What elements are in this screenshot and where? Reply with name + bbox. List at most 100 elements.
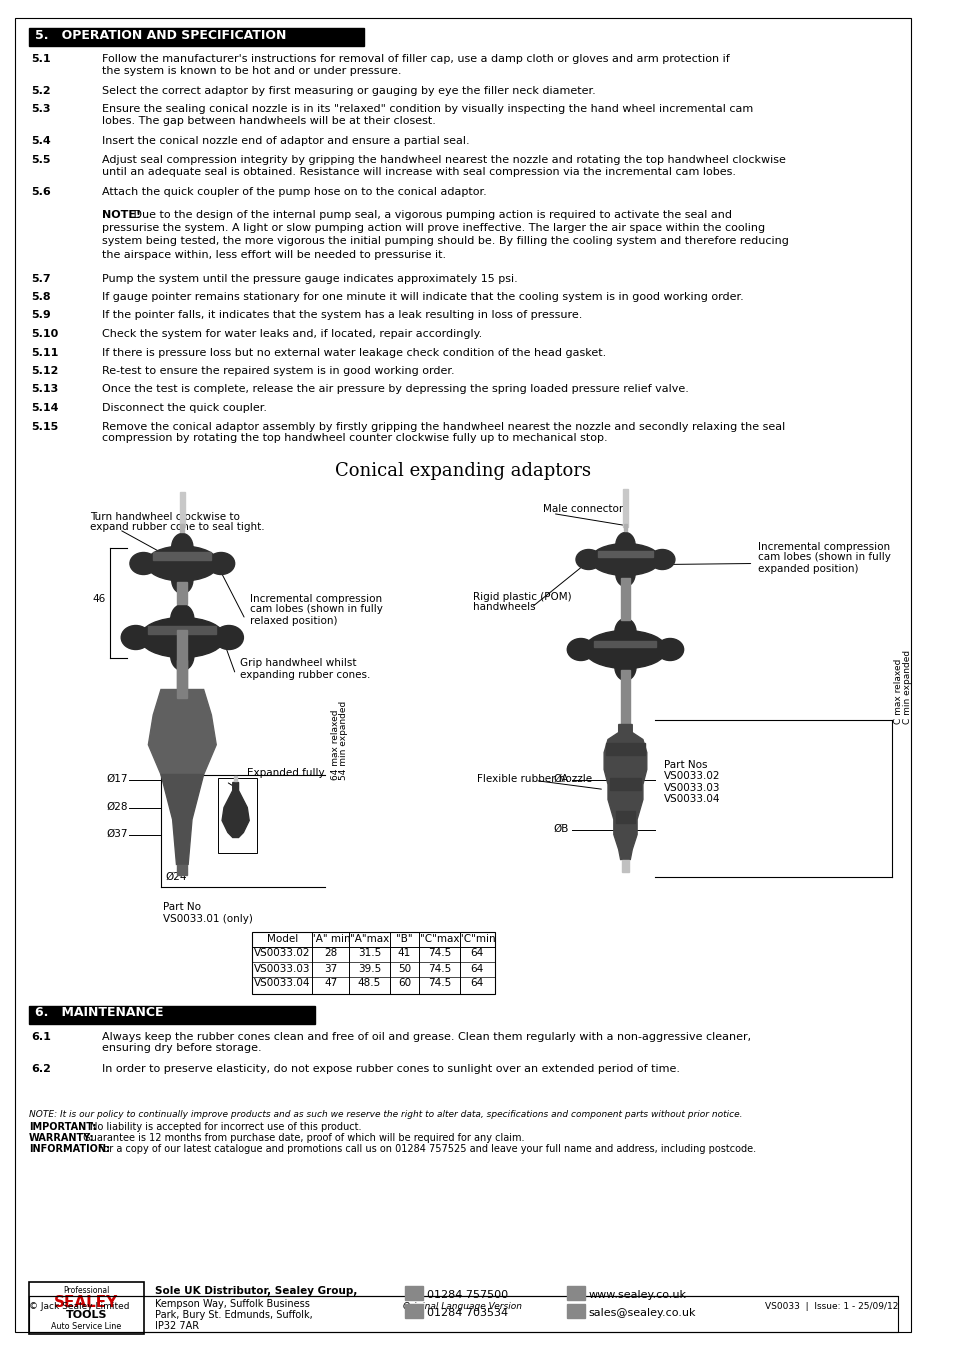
Text: expanded position): expanded position) xyxy=(758,563,858,574)
Ellipse shape xyxy=(649,549,674,570)
Ellipse shape xyxy=(171,605,193,634)
Text: 74.5: 74.5 xyxy=(427,979,451,988)
Text: 46: 46 xyxy=(92,594,106,603)
Text: "B": "B" xyxy=(395,933,413,944)
Bar xyxy=(623,524,626,531)
Text: 48.5: 48.5 xyxy=(357,979,380,988)
Text: Original Language Version: Original Language Version xyxy=(402,1301,521,1311)
Text: 5.7: 5.7 xyxy=(31,274,51,284)
Bar xyxy=(180,491,185,526)
Text: VS0033.03: VS0033.03 xyxy=(253,964,310,973)
Text: 5.15: 5.15 xyxy=(31,421,58,432)
Ellipse shape xyxy=(146,545,218,580)
Text: Attach the quick coupler of the pump hose on to the conical adaptor.: Attach the quick coupler of the pump hos… xyxy=(102,188,486,197)
Text: Kempson Way, Suffolk Business: Kempson Way, Suffolk Business xyxy=(155,1299,310,1310)
Text: Incremental compression: Incremental compression xyxy=(250,594,382,603)
Ellipse shape xyxy=(656,639,683,660)
Text: cam lobes (shown in fully: cam lobes (shown in fully xyxy=(758,552,890,563)
Polygon shape xyxy=(603,725,646,860)
Text: 74.5: 74.5 xyxy=(427,964,451,973)
Text: 74.5: 74.5 xyxy=(427,949,451,958)
Bar xyxy=(605,743,644,755)
Text: If gauge pointer remains stationary for one minute it will indicate that the coo: If gauge pointer remains stationary for … xyxy=(102,292,742,302)
Bar xyxy=(177,864,187,875)
Bar xyxy=(29,28,363,46)
Text: Check the system for water leaks and, if located, repair accordingly.: Check the system for water leaks and, if… xyxy=(102,329,481,339)
Bar xyxy=(567,1304,584,1318)
Ellipse shape xyxy=(172,533,193,562)
Text: Ensure the sealing conical nozzle is in its "relaxed" condition by visually insp: Ensure the sealing conical nozzle is in … xyxy=(102,104,752,126)
Bar xyxy=(153,552,212,559)
Text: INFORMATION:: INFORMATION: xyxy=(29,1143,110,1154)
Text: 5.13: 5.13 xyxy=(31,385,58,394)
Text: "A"max: "A"max xyxy=(350,933,389,944)
Bar xyxy=(177,630,187,698)
Ellipse shape xyxy=(590,544,659,575)
Text: Ø37: Ø37 xyxy=(107,829,128,838)
Text: NOTE!: NOTE! xyxy=(102,209,141,220)
Text: For a copy of our latest catalogue and promotions call us on 01284 757525 and le: For a copy of our latest catalogue and p… xyxy=(95,1143,756,1154)
Text: If there is pressure loss but no external water leakage check condition of the h: If there is pressure loss but no externa… xyxy=(102,347,605,358)
Text: Re-test to ensure the repaired system is in good working order.: Re-test to ensure the repaired system is… xyxy=(102,366,454,377)
Bar xyxy=(615,810,635,822)
Polygon shape xyxy=(222,783,249,837)
Text: 5.9: 5.9 xyxy=(31,310,51,320)
Text: 5.12: 5.12 xyxy=(31,366,58,377)
Text: VS0033.01 (only): VS0033.01 (only) xyxy=(163,914,253,923)
Text: Once the test is complete, release the air pressure by depressing the spring loa: Once the test is complete, release the a… xyxy=(102,385,688,394)
Text: Part No: Part No xyxy=(163,902,201,911)
Text: pressurise the system. A light or slow pumping action will prove ineffective. Th: pressurise the system. A light or slow p… xyxy=(102,223,764,234)
Ellipse shape xyxy=(121,625,151,649)
Text: 5.3: 5.3 xyxy=(31,104,51,115)
Bar xyxy=(620,578,630,620)
Bar xyxy=(177,660,187,690)
Ellipse shape xyxy=(614,618,636,647)
Text: "C"max: "C"max xyxy=(419,933,458,944)
Text: www.sealey.co.uk: www.sealey.co.uk xyxy=(588,1291,686,1300)
Text: 64 max relaxed: 64 max relaxed xyxy=(331,709,339,779)
Text: 64: 64 xyxy=(470,964,483,973)
Bar xyxy=(594,640,656,647)
Text: Flexible rubber nozzle: Flexible rubber nozzle xyxy=(476,775,592,784)
Text: Park, Bury St. Edmunds, Suffolk,: Park, Bury St. Edmunds, Suffolk, xyxy=(155,1310,313,1320)
Text: 5.8: 5.8 xyxy=(31,292,51,302)
Text: Sole UK Distributor, Sealey Group,: Sole UK Distributor, Sealey Group, xyxy=(155,1287,357,1296)
Text: 6.2: 6.2 xyxy=(31,1064,51,1073)
Text: 6.1: 6.1 xyxy=(31,1031,51,1041)
Bar xyxy=(252,931,494,994)
Text: 41: 41 xyxy=(397,949,411,958)
Bar xyxy=(567,1287,584,1300)
Bar xyxy=(620,670,630,725)
Text: ØA: ØA xyxy=(554,774,569,783)
Text: sales@sealey.co.uk: sales@sealey.co.uk xyxy=(588,1308,696,1318)
Bar xyxy=(405,1287,422,1300)
Bar xyxy=(29,1296,897,1332)
Ellipse shape xyxy=(208,552,234,575)
Ellipse shape xyxy=(171,640,193,671)
Bar xyxy=(598,551,652,556)
Text: handwheels: handwheels xyxy=(473,602,536,613)
Text: Model: Model xyxy=(266,933,297,944)
Text: If the pointer falls, it indicates that the system has a leak resulting in loss : If the pointer falls, it indicates that … xyxy=(102,310,581,320)
Text: Professional: Professional xyxy=(63,1287,110,1295)
Text: 37: 37 xyxy=(324,964,337,973)
Text: 50: 50 xyxy=(397,964,411,973)
Bar xyxy=(177,582,187,603)
Ellipse shape xyxy=(130,552,157,575)
Text: VS0033  |  Issue: 1 - 25/09/12: VS0033 | Issue: 1 - 25/09/12 xyxy=(763,1301,897,1311)
Text: expanding rubber cones.: expanding rubber cones. xyxy=(240,670,371,679)
Text: 01284 757500: 01284 757500 xyxy=(426,1291,507,1300)
Ellipse shape xyxy=(172,566,193,594)
Text: Insert the conical nozzle end of adaptor and ensure a partial seal.: Insert the conical nozzle end of adaptor… xyxy=(102,136,469,147)
Text: "C"min: "C"min xyxy=(458,933,495,944)
Ellipse shape xyxy=(583,630,666,668)
Text: 54 min expanded: 54 min expanded xyxy=(339,701,348,779)
Text: 28: 28 xyxy=(324,949,337,958)
Bar xyxy=(180,524,184,532)
Text: IP32 7AR: IP32 7AR xyxy=(155,1322,199,1331)
Text: 5.2: 5.2 xyxy=(31,86,51,96)
Text: NOTE: It is our policy to continually improve products and as such we reserve th: NOTE: It is our policy to continually im… xyxy=(29,1110,741,1119)
Text: 5.1: 5.1 xyxy=(31,54,51,63)
Ellipse shape xyxy=(214,625,243,649)
Bar xyxy=(29,1282,143,1334)
